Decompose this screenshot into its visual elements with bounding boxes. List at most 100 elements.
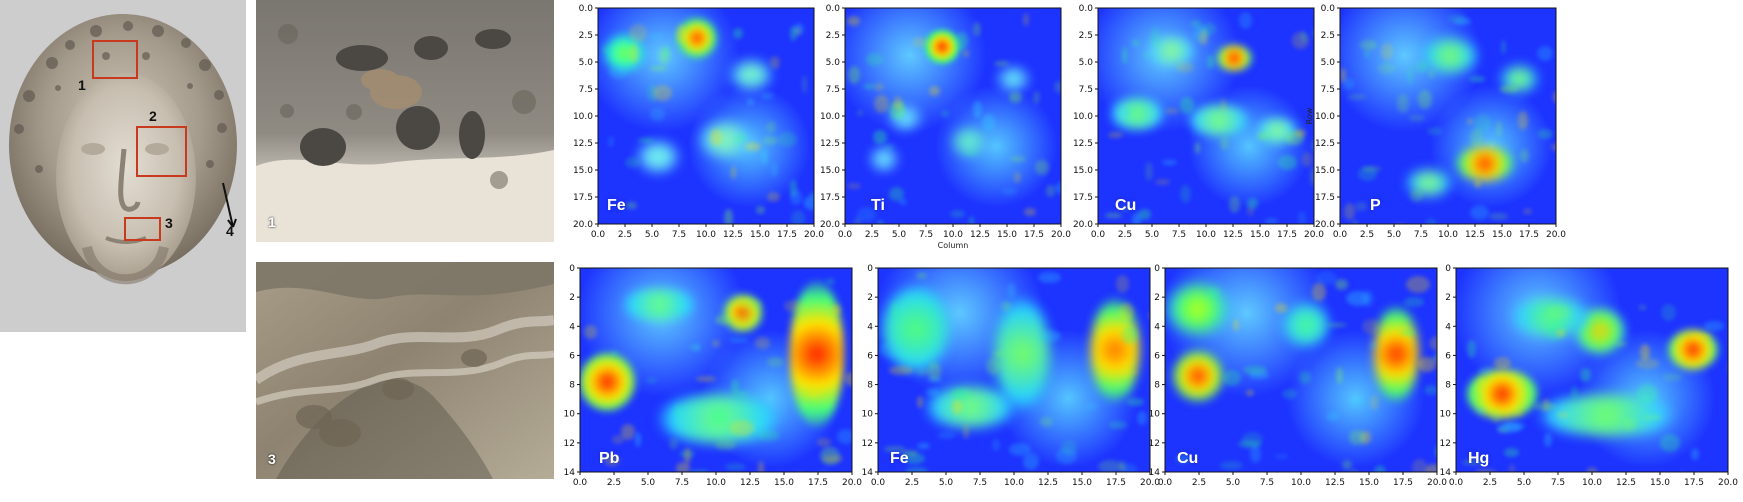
x-tick-label: 17.5 <box>808 478 828 488</box>
heatmap-noise <box>1500 85 1518 93</box>
heatmap-noise <box>1282 389 1297 399</box>
heatmap-blob <box>1457 146 1513 181</box>
y-tick-label: 5.0 <box>1321 58 1336 68</box>
heatmap-noise <box>1312 283 1325 301</box>
heatmap-blob <box>624 288 695 321</box>
heatmap-noise <box>608 136 614 148</box>
heatmap-noise <box>650 108 664 121</box>
x-tick-label: 5.0 <box>939 478 954 488</box>
heatmap-plot <box>878 268 1150 472</box>
heatmap-noise <box>755 337 771 349</box>
heatmap-blob <box>1189 105 1249 135</box>
y-tick-label: 2 <box>569 293 575 303</box>
heatmap-panel-pb-bottom: Pb 0.0 2.5 5.0 7.5 10.0 12.5 15.0 17.5 20.0 0 2 4 6 8… <box>568 260 858 492</box>
heatmap-noise <box>889 366 913 374</box>
heatmap-noise <box>814 471 833 472</box>
x-tick-label: 7.5 <box>672 230 686 240</box>
heatmap-noise <box>1411 44 1416 50</box>
heatmap-noise <box>689 470 710 472</box>
heatmap-blob <box>1374 307 1418 401</box>
heatmap-noise <box>1054 81 1061 93</box>
heatmap-noise <box>763 136 778 146</box>
heatmap-noise <box>739 298 763 311</box>
heatmap-noise <box>877 220 884 224</box>
heatmap-noise <box>1335 279 1348 290</box>
heatmap-noise <box>1342 460 1352 469</box>
y-tick-label: 2.5 <box>826 31 840 41</box>
heatmap-noise <box>1137 411 1148 425</box>
heatmap-noise <box>956 32 967 50</box>
heatmap-plot <box>1165 268 1437 472</box>
heatmap-noise <box>994 61 1009 67</box>
heatmap-noise <box>1470 205 1488 220</box>
x-tick-label: 17.5 <box>777 230 797 240</box>
heatmap-noise <box>1144 52 1150 58</box>
y-tick-label: 0.0 <box>1321 4 1336 14</box>
heatmap-noise <box>758 461 764 472</box>
heatmap-noise <box>1002 188 1017 195</box>
heatmap-noise <box>1435 443 1437 460</box>
heatmap-noise <box>1410 189 1423 202</box>
heatmap-noise <box>724 209 733 224</box>
heatmap-noise <box>712 340 720 348</box>
heatmap-noise <box>684 448 691 464</box>
heatmap-noise <box>725 463 746 471</box>
heatmap-noise <box>748 77 758 83</box>
heatmap-noise <box>1223 370 1241 387</box>
x-tick-label: 5.0 <box>1517 478 1532 488</box>
y-tick-label: 8 <box>867 381 873 391</box>
heatmap-noise <box>1138 209 1151 220</box>
heatmap-noise <box>1116 275 1129 293</box>
y-tick-label: 4 <box>569 322 575 332</box>
heatmap-noise <box>646 378 657 383</box>
heatmap-noise <box>1302 152 1314 167</box>
heatmap-noise <box>1548 305 1571 318</box>
y-tick-label: 5.0 <box>826 58 841 68</box>
heatmap-noise <box>1122 47 1127 64</box>
heatmap-noise <box>874 95 889 113</box>
heatmap-noise <box>676 25 687 43</box>
heatmap-blob <box>869 146 899 172</box>
x-tick-label: 12.5 <box>970 230 990 240</box>
x-axis-title: Column <box>938 241 969 250</box>
heatmap-noise <box>1477 377 1483 394</box>
y-tick-label: 8 <box>1154 381 1160 391</box>
heatmap-noise <box>1425 464 1437 472</box>
element-label: Cu <box>1177 450 1198 468</box>
y-tick-label: 20.0 <box>820 220 840 230</box>
heatmap-noise <box>917 443 930 449</box>
x-tick-label: 7.5 <box>1172 230 1186 240</box>
heatmap-noise <box>1336 367 1343 384</box>
x-tick-label: 0.0 <box>1449 478 1464 488</box>
heatmap-noise <box>817 438 831 447</box>
heatmap-noise <box>873 130 886 143</box>
heatmap-noise <box>1491 408 1501 423</box>
x-tick-label: 7.5 <box>1414 230 1428 240</box>
heatmap-noise <box>758 430 780 441</box>
heatmap-noise <box>916 272 927 279</box>
heatmap-noise <box>676 462 690 472</box>
heatmap-noise <box>1623 418 1636 431</box>
heatmap-noise <box>767 357 784 368</box>
heatmap-panel-fe-top: Fe 0.0 2.5 5.0 7.5 10.0 12.5 15.0 17.5 20.0 0.0 2.… <box>590 0 820 242</box>
heatmap-noise <box>963 150 978 155</box>
heatmap-noise <box>1349 469 1359 472</box>
heatmap-noise <box>1571 386 1579 398</box>
x-tick-label: 0.0 <box>591 230 606 240</box>
heatmap-noise <box>1344 203 1355 220</box>
heatmap-noise <box>1470 129 1483 148</box>
head-marker-label-3: 3 <box>165 215 173 231</box>
y-tick-label: 0.0 <box>579 4 594 14</box>
y-tick-label: 7.5 <box>1321 85 1335 95</box>
x-tick-label: 15.0 <box>1650 478 1670 488</box>
heatmap-noise <box>1327 323 1347 327</box>
x-tick-label: 15.0 <box>774 478 794 488</box>
heatmap-noise <box>731 166 736 179</box>
heatmap-noise <box>1378 63 1395 75</box>
heatmap-noise <box>612 435 625 443</box>
heatmap-noise <box>1418 90 1432 108</box>
y-tick-label: 17.5 <box>1073 193 1093 203</box>
heatmap-plot <box>1456 268 1728 472</box>
detail-photo-3-label: 3 <box>268 451 276 467</box>
